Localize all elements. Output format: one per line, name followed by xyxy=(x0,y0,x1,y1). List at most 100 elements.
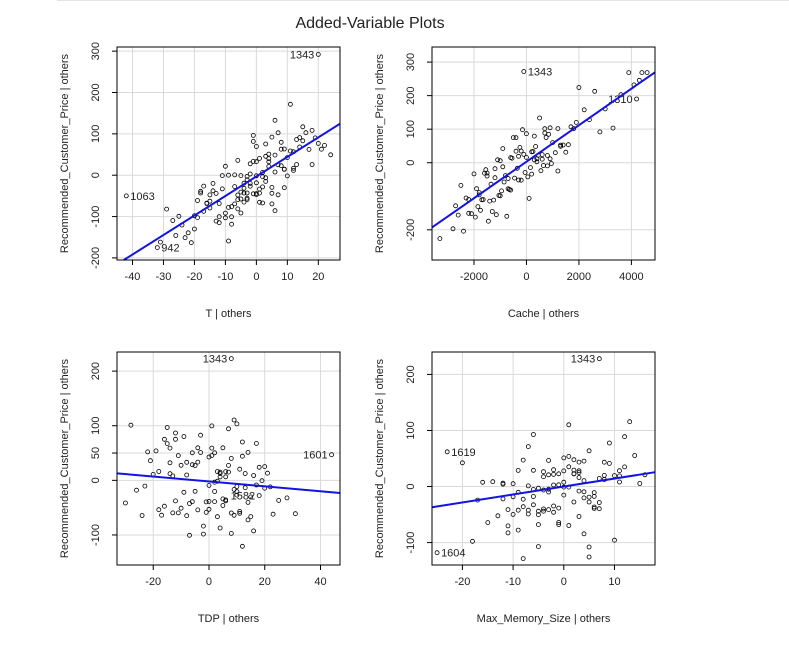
data-point xyxy=(566,453,572,459)
x-tick-label: 0 xyxy=(523,271,529,283)
data-point xyxy=(309,162,315,167)
data-point xyxy=(195,459,201,465)
x-tick-label: 4000 xyxy=(619,271,643,283)
point-label: 1343 xyxy=(203,354,227,366)
data-point xyxy=(461,228,466,234)
data-point xyxy=(272,152,278,158)
data-point xyxy=(525,511,531,517)
data-point xyxy=(266,151,272,157)
data-point xyxy=(123,500,128,506)
x-tick-label: 0 xyxy=(561,576,567,588)
data-point xyxy=(551,471,556,477)
data-point xyxy=(272,117,278,123)
point-label: 1343 xyxy=(571,354,595,366)
data-point xyxy=(269,134,275,140)
data-point xyxy=(248,514,254,519)
data-point xyxy=(586,554,592,560)
data-point xyxy=(545,163,550,169)
plot-frame xyxy=(116,351,341,566)
labeled-point xyxy=(123,193,129,199)
point-label: 1063 xyxy=(130,191,154,203)
data-point xyxy=(250,191,256,197)
labeled-point xyxy=(315,52,321,57)
data-point xyxy=(563,149,569,155)
data-point xyxy=(591,504,597,510)
data-point xyxy=(547,156,553,162)
data-point xyxy=(173,498,178,504)
data-point xyxy=(501,179,507,185)
data-point xyxy=(531,494,536,499)
data-point xyxy=(217,525,223,531)
data-point xyxy=(217,469,223,475)
labeled-point xyxy=(434,550,440,556)
data-point xyxy=(505,523,511,529)
data-point xyxy=(164,206,170,212)
data-point xyxy=(490,479,496,485)
data-point xyxy=(181,489,187,495)
data-point xyxy=(237,466,243,472)
x-tick-label: -20 xyxy=(454,576,470,588)
data-point xyxy=(315,140,321,146)
data-point xyxy=(184,513,190,519)
data-point xyxy=(458,182,464,188)
data-point xyxy=(217,471,223,477)
data-point xyxy=(178,505,184,511)
data-point xyxy=(241,185,247,191)
data-point xyxy=(250,158,256,164)
data-point xyxy=(297,135,303,141)
data-point xyxy=(235,206,241,212)
data-point xyxy=(212,489,218,494)
data-point xyxy=(231,512,237,518)
data-point xyxy=(607,440,612,446)
x-axis-title: T | others xyxy=(205,308,252,320)
data-point xyxy=(206,454,212,460)
data-point xyxy=(537,115,542,121)
data-point xyxy=(192,488,198,494)
data-point xyxy=(213,190,219,196)
data-point xyxy=(239,543,245,549)
data-point xyxy=(250,138,256,144)
data-point xyxy=(581,458,587,464)
data-point xyxy=(556,522,562,527)
data-point xyxy=(581,495,587,501)
data-point xyxy=(278,139,284,145)
data-point xyxy=(522,170,528,175)
data-point xyxy=(216,201,222,206)
labeled-point xyxy=(444,449,450,455)
data-point xyxy=(626,70,632,75)
labeled-point xyxy=(256,493,262,499)
data-point xyxy=(495,513,501,519)
data-point xyxy=(156,469,162,474)
data-point xyxy=(281,166,287,172)
data-point xyxy=(492,175,498,181)
y-axis-title: Recommended_Customer_Price | others xyxy=(59,358,71,558)
data-point xyxy=(516,153,521,159)
data-point xyxy=(541,163,546,168)
data-point xyxy=(292,511,298,517)
y-tick-label: 100 xyxy=(90,417,102,435)
data-point xyxy=(128,422,134,428)
data-point xyxy=(256,464,262,470)
data-point xyxy=(226,238,231,244)
data-point xyxy=(525,174,531,180)
point-label: 1619 xyxy=(451,447,475,459)
data-point xyxy=(586,499,592,505)
point-label: 1582 xyxy=(231,491,255,503)
data-point xyxy=(531,133,537,139)
point-label: 1604 xyxy=(441,548,465,560)
data-point xyxy=(539,152,545,158)
data-point xyxy=(510,135,516,141)
data-point xyxy=(250,132,256,138)
data-point xyxy=(178,462,184,468)
data-point xyxy=(542,126,548,132)
data-point xyxy=(238,210,244,216)
data-point xyxy=(222,163,228,169)
data-point xyxy=(576,514,582,519)
data-point xyxy=(238,196,244,202)
data-point xyxy=(484,173,490,179)
data-point xyxy=(242,471,248,476)
data-point xyxy=(161,436,167,442)
data-point xyxy=(235,192,241,198)
data-point xyxy=(499,188,504,194)
y-tick-label: 100 xyxy=(90,125,102,143)
